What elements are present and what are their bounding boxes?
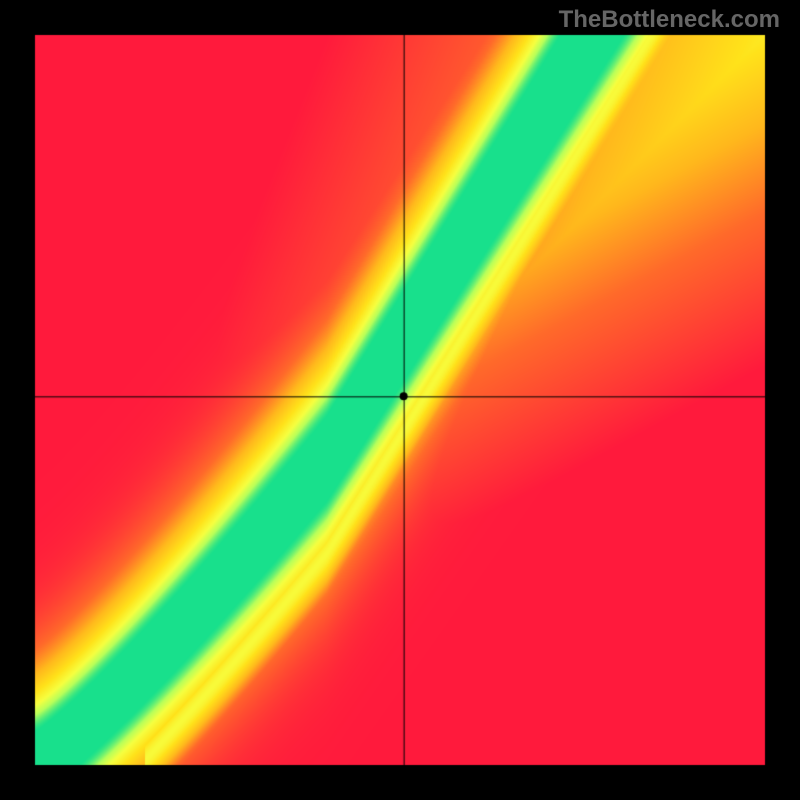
watermark-text: TheBottleneck.com [559,6,780,34]
bottleneck-heatmap [0,0,800,800]
chart-container: { "type": "heatmap", "canvas_size": 800,… [0,0,800,800]
